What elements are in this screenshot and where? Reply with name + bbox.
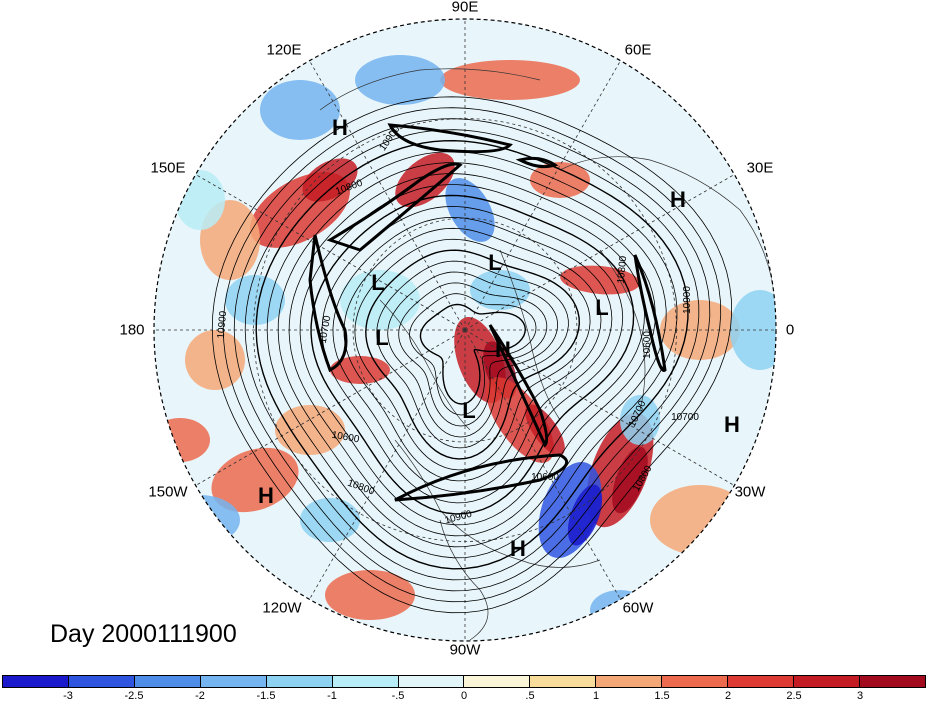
contour-label: 10800 [616, 255, 629, 284]
longitude-label: 60E [624, 41, 652, 59]
colorbar-box [200, 676, 267, 687]
contour-label: 10600 [331, 430, 361, 446]
pressure-center-label: H [670, 187, 686, 212]
contour-label: 10700 [671, 412, 699, 423]
pressure-center-label: H [510, 536, 526, 561]
colorbar-tick-label: -1.5 [256, 690, 276, 702]
contour-label: 10900 [682, 286, 693, 314]
longitude-label: 30E [746, 159, 774, 177]
pressure-center-label: H [724, 412, 740, 437]
longitude-label: 150E [150, 159, 186, 177]
colorbar-box [266, 676, 333, 687]
colorbar-tick-label: -2 [195, 690, 205, 702]
colorbar [2, 675, 926, 688]
colorbar-box [134, 676, 201, 687]
colorbar-box [596, 676, 663, 687]
contour-label: 10700 [318, 314, 334, 344]
pressure-center-label: H [332, 115, 348, 140]
pressure-center-label: L [462, 398, 475, 423]
pressure-center-label: H [495, 337, 511, 362]
page-title: Day 2000111900 [50, 620, 237, 648]
longitude-label: 60W [622, 599, 654, 617]
colorbar-box [3, 676, 69, 687]
colorbar-tick-label: -2.5 [124, 690, 144, 702]
colorbar-tick-label: 2.5 [786, 690, 802, 702]
colorbar-box [859, 676, 925, 687]
colorbar-tick-label: -3 [63, 690, 73, 702]
longitude-label: 30W [734, 483, 766, 501]
contour-label: 10900 [216, 310, 229, 339]
colorbar-box [332, 676, 399, 687]
colorbar-box [68, 676, 135, 687]
pressure-center-label: L [595, 295, 608, 320]
colorbar-tick-label: -1 [327, 690, 337, 702]
colorbar-tick-label: 1 [592, 690, 600, 702]
colorbar-box [728, 676, 795, 687]
contour-label: 10600 [531, 472, 559, 483]
longitude-label: 90W [449, 641, 481, 659]
map-border [153, 18, 777, 642]
pressure-center-label: L [371, 270, 384, 295]
pressure-center-label: H [258, 483, 274, 508]
pressure-center-label: L [375, 325, 388, 350]
colorbar-box [662, 676, 729, 687]
colorbar-tick-label: 2 [724, 690, 732, 702]
colorbar-box [794, 676, 860, 687]
colorbar-tick-label: 1.5 [654, 690, 670, 702]
longitude-label: 90E [451, 0, 479, 16]
longitude-label: 180 [119, 321, 145, 339]
colorbar-box [530, 676, 597, 687]
colorbar-tick-label: -.5 [391, 690, 405, 702]
colorbar-box [398, 676, 465, 687]
longitude-label: 150W [148, 483, 188, 501]
longitude-label: 0 [785, 321, 795, 339]
pressure-centers: H H L L L L H L H H H [258, 115, 740, 561]
longitude-label: 120E [266, 41, 302, 59]
colorbar-tick-label: 3 [856, 690, 864, 702]
colorbar-tick-label: 0 [460, 690, 468, 702]
longitude-label: 120W [262, 599, 302, 617]
pressure-center-label: L [488, 250, 501, 275]
colorbar-box [464, 676, 531, 687]
contour-label: 10600 [642, 331, 653, 359]
colorbar-tick-label: .5 [525, 690, 535, 702]
jet-streaks [308, 123, 667, 502]
graticule [154, 19, 776, 641]
